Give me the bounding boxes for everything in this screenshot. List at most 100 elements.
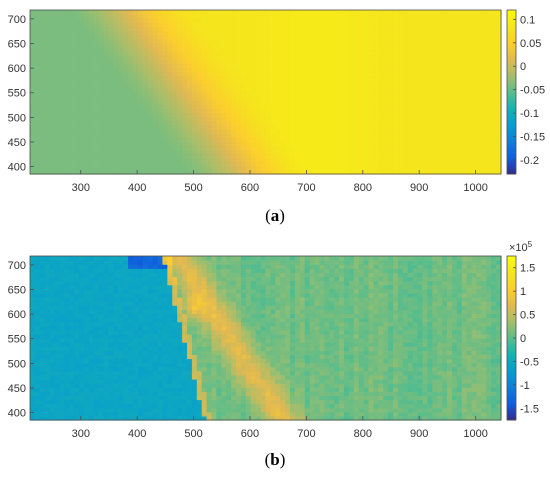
heatmap-cell xyxy=(378,42,384,48)
heatmap-cell xyxy=(128,399,134,405)
heatmap-cell xyxy=(113,309,119,314)
heatmap-cell xyxy=(147,153,154,159)
heatmap-cell xyxy=(393,26,399,32)
heatmap-cell xyxy=(304,141,311,146)
heatmap-cell xyxy=(383,10,389,15)
heatmap-cell xyxy=(113,145,119,150)
heatmap-cell xyxy=(339,59,345,64)
heatmap-cell xyxy=(491,104,497,109)
heatmap-cell xyxy=(44,55,51,60)
heatmap-cell xyxy=(39,325,46,331)
heatmap-cell xyxy=(471,141,478,146)
heatmap-cell xyxy=(142,358,149,364)
heatmap-cell xyxy=(74,116,80,122)
heatmap-cell xyxy=(280,83,286,89)
heatmap-cell xyxy=(206,169,213,175)
x-tick-label: 300 xyxy=(72,182,90,194)
heatmap-cell xyxy=(476,79,482,85)
heatmap-cell xyxy=(309,112,316,118)
heatmap-cell xyxy=(30,338,36,343)
heatmap-cell xyxy=(378,63,384,68)
heatmap-cell xyxy=(93,83,100,89)
heatmap-cell xyxy=(481,87,487,93)
heatmap-cell xyxy=(177,128,183,134)
heatmap-cell xyxy=(79,51,85,56)
heatmap-cell xyxy=(118,370,124,376)
heatmap-cell xyxy=(368,42,375,48)
heatmap-cell xyxy=(69,145,75,150)
heatmap-cell xyxy=(44,370,51,376)
heatmap-cell xyxy=(211,157,218,163)
heatmap-cell xyxy=(358,10,365,15)
heatmap-cell xyxy=(397,165,404,171)
heatmap-cell xyxy=(471,67,478,73)
heatmap-cell xyxy=(133,379,139,384)
heatmap-cell xyxy=(226,112,232,118)
heatmap-cell xyxy=(30,342,36,347)
heatmap-cell xyxy=(240,42,247,48)
heatmap-cell xyxy=(250,108,257,114)
heatmap-cell xyxy=(324,141,330,146)
heatmap-cell xyxy=(172,30,178,36)
heatmap-cell xyxy=(324,22,330,27)
heatmap-cell xyxy=(137,411,144,417)
heatmap-cell xyxy=(260,71,267,77)
heatmap-cell xyxy=(123,264,129,269)
heatmap-cell xyxy=(54,374,61,380)
heatmap-cell xyxy=(402,55,409,60)
heatmap-cell xyxy=(466,108,473,114)
heatmap-cell xyxy=(54,305,61,310)
heatmap-cell xyxy=(196,149,203,155)
heatmap-cell xyxy=(69,288,75,294)
heatmap-cell xyxy=(451,18,458,23)
heatmap-cell xyxy=(368,161,375,167)
heatmap-cell xyxy=(250,10,257,15)
heatmap-cell xyxy=(280,153,286,159)
heatmap-cell xyxy=(422,67,429,73)
heatmap-cell xyxy=(285,108,291,114)
heatmap-cell xyxy=(152,362,159,368)
heatmap-cell xyxy=(368,75,375,81)
heatmap-cell xyxy=(456,141,463,146)
heatmap-cell xyxy=(407,169,414,175)
heatmap-cell xyxy=(177,108,183,114)
heatmap-cell xyxy=(108,264,115,269)
heatmap-cell xyxy=(481,120,487,126)
heatmap-cell xyxy=(49,75,56,81)
heatmap-cell xyxy=(393,10,399,15)
heatmap-cell xyxy=(142,75,149,81)
colorbar-segment xyxy=(507,104,516,108)
heatmap-cell xyxy=(64,10,70,15)
heatmap-cell xyxy=(147,301,154,306)
heatmap-cell xyxy=(64,256,70,261)
heatmap-cell xyxy=(93,14,100,19)
heatmap-cell xyxy=(211,145,218,150)
heatmap-cell xyxy=(49,411,56,417)
heatmap-cell xyxy=(74,284,80,290)
heatmap-cell xyxy=(182,30,188,36)
heatmap-cell xyxy=(402,133,409,138)
heatmap-cell xyxy=(128,42,134,48)
heatmap-cell xyxy=(83,18,90,23)
heatmap-cell xyxy=(167,63,173,68)
heatmap-cell xyxy=(167,87,173,93)
heatmap-cell xyxy=(245,157,252,163)
heatmap-cell xyxy=(299,87,306,93)
heatmap-cell xyxy=(113,313,119,319)
heatmap-cell xyxy=(402,79,409,85)
heatmap-cell xyxy=(270,112,276,118)
heatmap-cell xyxy=(30,346,36,351)
heatmap-cell xyxy=(211,96,218,101)
heatmap-cell xyxy=(447,67,453,73)
colorbar-segment xyxy=(507,89,516,93)
heatmap-cell xyxy=(34,329,41,335)
heatmap-cell xyxy=(118,338,124,343)
heatmap-cell xyxy=(128,71,134,77)
heatmap-cell xyxy=(427,79,433,85)
heatmap-cell xyxy=(422,133,429,138)
heatmap-cell xyxy=(294,100,301,105)
heatmap-cell xyxy=(309,120,316,126)
heatmap-cell xyxy=(211,161,218,167)
heatmap-cell xyxy=(74,305,80,310)
heatmap-cell xyxy=(201,87,208,93)
